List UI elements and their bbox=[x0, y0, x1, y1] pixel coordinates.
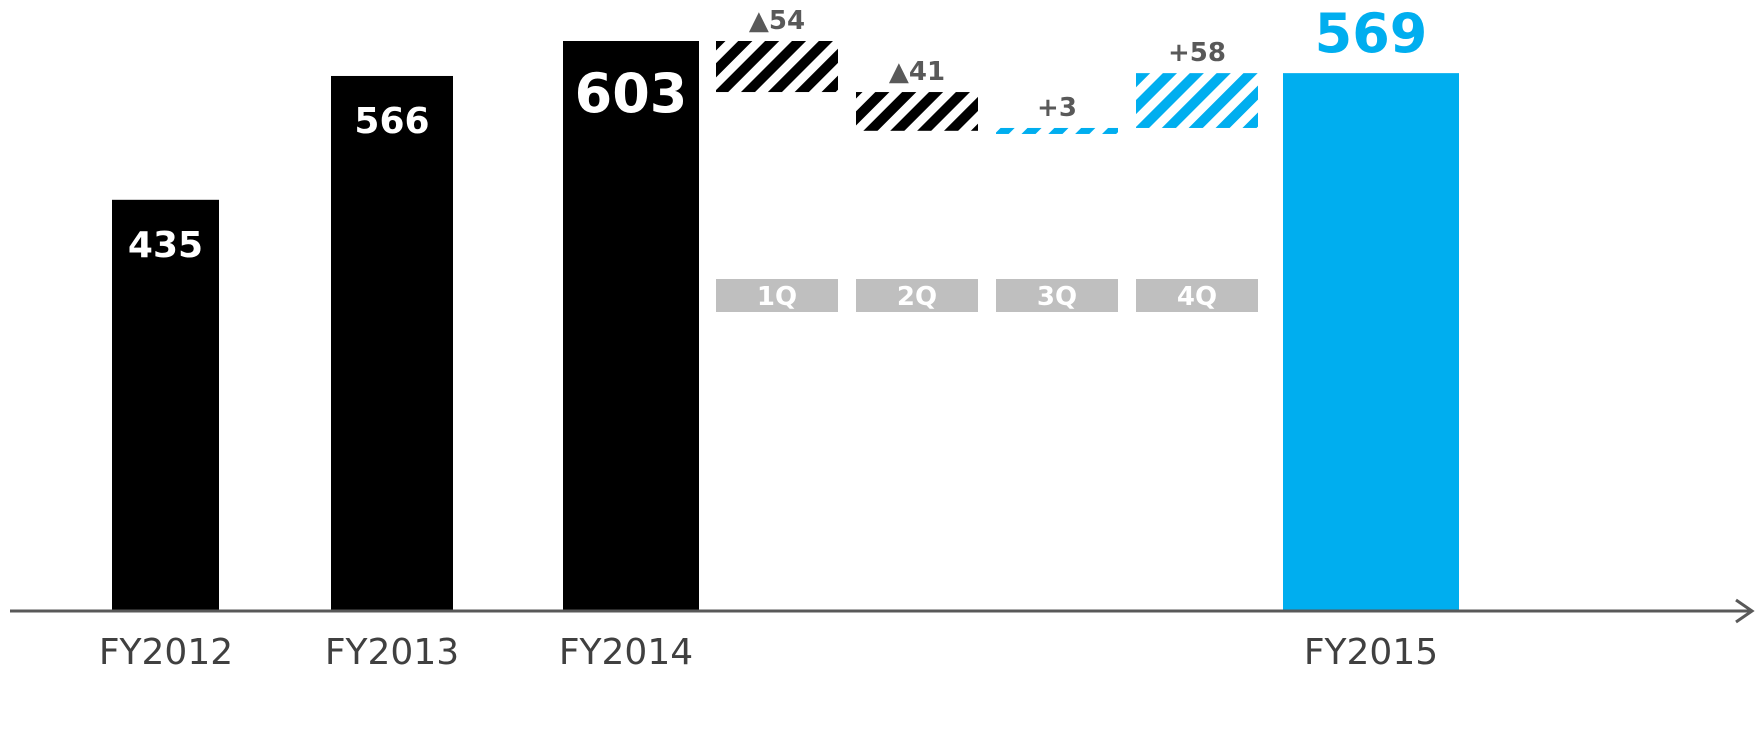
change-bar-3q bbox=[996, 127, 1118, 134]
quarter-badge-1q bbox=[716, 279, 838, 312]
x-tick-fy2013: FY2013 bbox=[325, 632, 459, 673]
quarter-label-4q: 4Q bbox=[1177, 282, 1217, 312]
change-bar-1q bbox=[716, 41, 838, 93]
bar-fy2012 bbox=[112, 199, 219, 611]
bar-fy2015 bbox=[1283, 73, 1459, 612]
quarter-label-2q: 2Q bbox=[897, 282, 937, 312]
value-label-fy2013: 566 bbox=[354, 101, 429, 142]
change-label-3q: +3 bbox=[1037, 93, 1077, 123]
value-label-fy2012: 435 bbox=[128, 225, 203, 266]
x-axis-arrow bbox=[1735, 598, 1755, 624]
change-label-4q: +58 bbox=[1168, 38, 1226, 68]
quarter-badge-4q bbox=[1136, 279, 1258, 312]
value-label-fy2015: 569 bbox=[1315, 2, 1428, 65]
bar-fy2014 bbox=[563, 41, 699, 611]
quarter-label-1q: 1Q bbox=[757, 282, 797, 312]
x-tick-fy2015: FY2015 bbox=[1304, 632, 1438, 673]
quarter-badge-2q bbox=[856, 279, 978, 312]
change-label-1q: ▲54 bbox=[749, 6, 805, 36]
change-label-2q: ▲41 bbox=[889, 57, 945, 87]
x-tick-fy2014: FY2014 bbox=[559, 632, 693, 673]
x-tick-fy2012: FY2012 bbox=[99, 632, 233, 673]
bar-fy2013 bbox=[331, 75, 453, 612]
value-label-fy2014: 603 bbox=[575, 62, 688, 125]
quarter-label-3q: 3Q bbox=[1037, 282, 1077, 312]
change-bar-2q bbox=[856, 92, 978, 131]
change-bar-4q bbox=[1136, 73, 1258, 128]
quarter-badge-3q bbox=[996, 279, 1118, 312]
